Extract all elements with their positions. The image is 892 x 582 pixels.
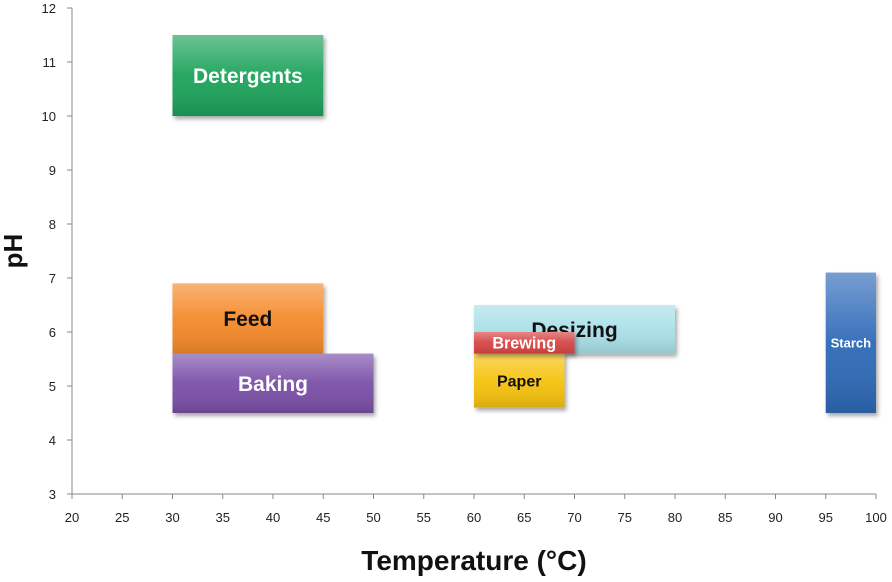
ticks: 20 25 30 35 40 45 50 55 60 65 70 75 80 85 90 95 10034567… <box>42 1 887 525</box>
range-bar-baking-label: Baking <box>238 373 308 396</box>
x-tick-label: 65 <box>517 510 531 525</box>
x-tick-label: 90 <box>768 510 782 525</box>
range-bar-feed-label: Feed <box>223 308 272 331</box>
x-tick-label: 85 <box>718 510 732 525</box>
y-tick-label: 6 <box>49 325 56 340</box>
range-bar-brewing: Brewing <box>474 332 575 354</box>
x-tick-label: 20 <box>65 510 79 525</box>
x-tick-label: 70 <box>567 510 581 525</box>
range-bar-baking-gloss <box>172 353 374 413</box>
x-tick-label: 80 <box>668 510 682 525</box>
range-bar-brewing-label: Brewing <box>492 335 556 353</box>
y-tick-label: 12 <box>42 1 56 16</box>
range-bar-detergents-label: Detergents <box>193 65 303 88</box>
range-bar-brewing-gloss <box>474 332 575 354</box>
y-tick-label: 3 <box>49 487 56 502</box>
y-tick-label: 10 <box>42 109 56 124</box>
x-tick-label: 35 <box>216 510 230 525</box>
y-tick-label: 9 <box>49 163 56 178</box>
range-bar-paper-label: Paper <box>497 373 541 390</box>
range-bar-detergents: Detergents <box>172 35 324 116</box>
y-tick-label: 4 <box>49 433 56 448</box>
x-tick-label: 60 <box>467 510 481 525</box>
range-bar-starch: Starch <box>825 272 876 413</box>
x-tick-label: 25 <box>115 510 129 525</box>
y-tick-label: 7 <box>49 271 56 286</box>
range-bar-feed: Feed <box>172 283 324 354</box>
x-tick-label: 55 <box>417 510 431 525</box>
x-axis-title: Temperature (°C) <box>361 545 586 576</box>
y-tick-label: 8 <box>49 217 56 232</box>
range-bar-starch-gloss <box>825 272 876 413</box>
x-tick-label: 45 <box>316 510 330 525</box>
x-tick-label: 50 <box>366 510 380 525</box>
y-tick-label: 5 <box>49 379 56 394</box>
x-tick-label: 30 <box>165 510 179 525</box>
y-tick-label: 11 <box>43 55 57 70</box>
range-bar-paper-gloss <box>474 353 565 408</box>
range-bar-feed-gloss <box>172 283 324 354</box>
range-bar-detergents-gloss <box>172 35 324 116</box>
y-axis-title: pH <box>0 234 28 269</box>
range-bar-paper: Paper <box>474 353 565 408</box>
x-tick-label: 95 <box>819 510 833 525</box>
x-tick-label: 100 <box>865 510 887 525</box>
x-tick-label: 75 <box>618 510 632 525</box>
range-bar-starch-label: Starch <box>831 335 872 350</box>
x-tick-label: 40 <box>266 510 280 525</box>
range-bar-baking: Baking <box>172 353 374 413</box>
range-bars: DetergentsFeedBakingDesizingPaperBrewing… <box>172 35 876 413</box>
